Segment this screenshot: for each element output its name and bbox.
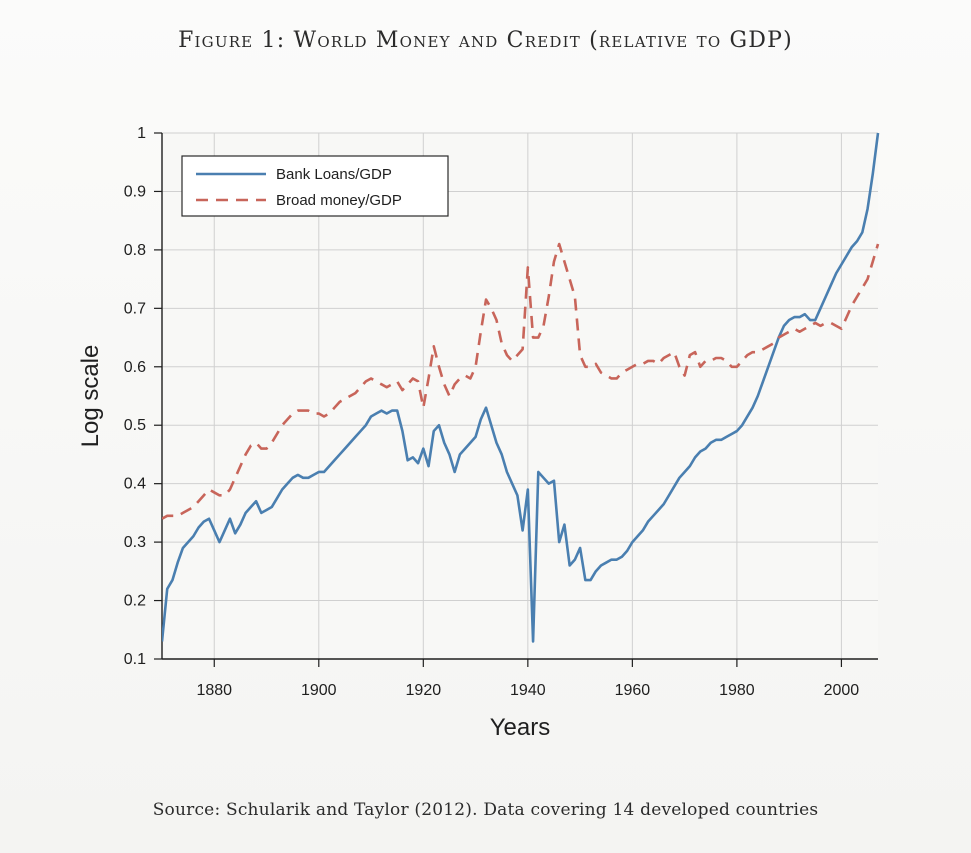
legend: Bank Loans/GDP Broad money/GDP (181, 155, 449, 217)
y-tick-label: 0.5 (124, 417, 146, 434)
y-tick-label: 0.9 (124, 183, 146, 200)
x-tick-label: 2000 (824, 682, 860, 699)
legend-label-bank-loans: Bank Loans/GDP (276, 166, 392, 183)
x-tick-label: 1980 (719, 682, 755, 699)
y-tick-label: 0.2 (124, 593, 146, 610)
x-axis-label: Years (490, 714, 551, 741)
source-note: Source: Schularik and Taylor (2012). Dat… (152, 800, 819, 820)
x-tick-label: 1960 (615, 682, 651, 699)
x-tick-label: 1940 (510, 682, 546, 699)
x-tick-label: 1900 (301, 682, 337, 699)
figure-title: Figure 1: World Money and Credit (relati… (178, 28, 793, 53)
gridlines (162, 132, 878, 660)
y-tick-label: 0.6 (124, 359, 146, 376)
series-line-broad-money (162, 242, 880, 520)
y-axis-label: Log scale (77, 345, 104, 448)
y-tick-label: 0.3 (124, 534, 146, 551)
y-tick-label: 1 (137, 125, 146, 142)
y-tick-label: 0.8 (124, 242, 146, 259)
y-tick-label: 0.7 (124, 300, 146, 317)
legend-box (181, 155, 449, 217)
x-tick-label: 1920 (406, 682, 442, 699)
series-line-bank-loans (162, 132, 880, 643)
legend-label-broad-money: Broad money/GDP (276, 192, 402, 209)
x-tick-label: 1880 (196, 682, 232, 699)
y-tick-label: 0.1 (124, 651, 146, 668)
y-tick-label: 0.4 (124, 476, 146, 493)
